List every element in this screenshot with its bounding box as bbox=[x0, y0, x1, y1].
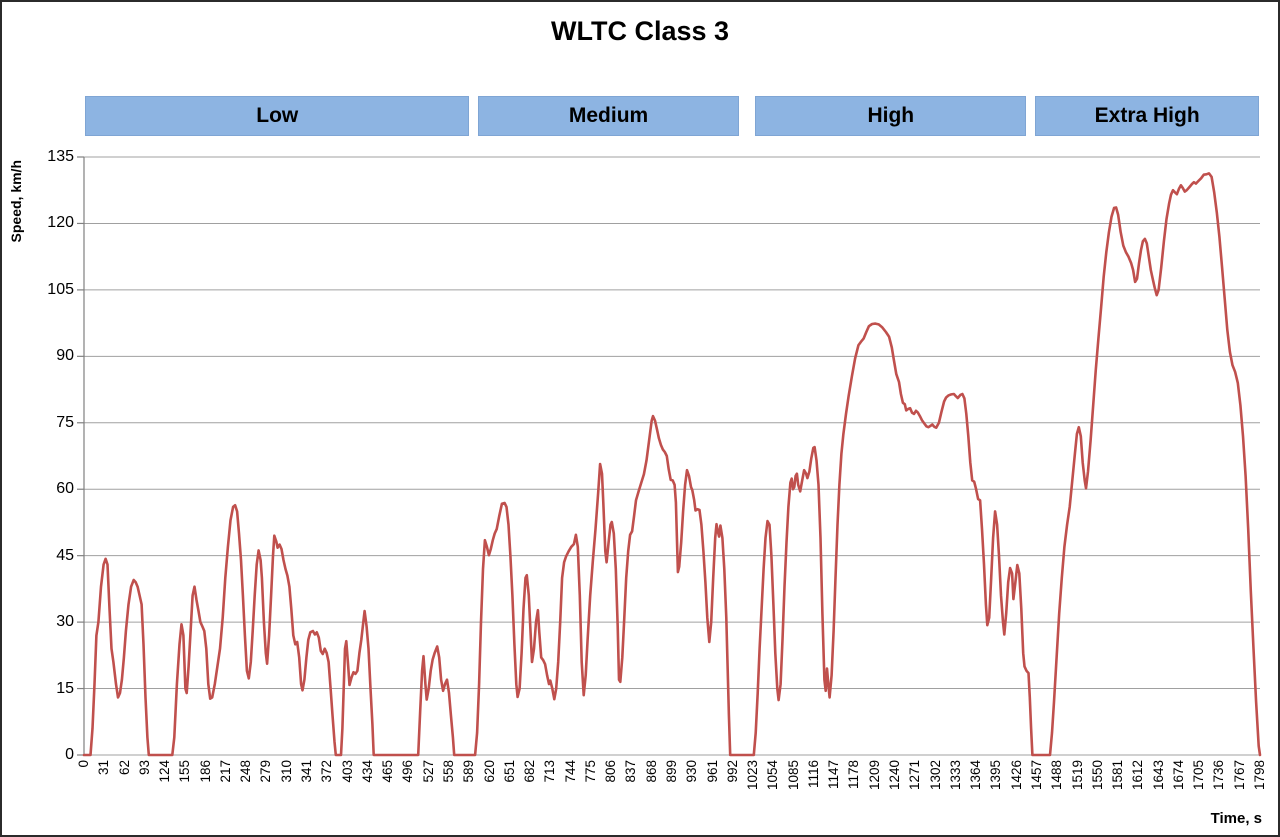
x-tick-label: 527 bbox=[420, 760, 436, 783]
phase-band-low-label: Low bbox=[256, 104, 299, 127]
x-tick-label: 1736 bbox=[1211, 760, 1227, 791]
y-tick-label: 120 bbox=[47, 214, 74, 232]
x-tick-label: 651 bbox=[501, 760, 517, 783]
x-tick-label: 124 bbox=[157, 760, 173, 783]
x-tick-label: 744 bbox=[562, 760, 578, 783]
x-tick-label: 1581 bbox=[1110, 760, 1126, 791]
x-tick-label: 155 bbox=[177, 760, 193, 783]
phase-band-low: Low bbox=[85, 96, 470, 136]
x-tick-label: 837 bbox=[623, 760, 639, 783]
phase-band-medium: Medium bbox=[477, 96, 740, 136]
x-tick-label: 1085 bbox=[785, 760, 801, 791]
x-tick-label: 868 bbox=[643, 760, 659, 783]
x-tick-label: 992 bbox=[724, 760, 740, 783]
x-tick-label: 1302 bbox=[927, 760, 943, 791]
x-tick-label: 1023 bbox=[745, 760, 761, 791]
y-tick-label: 15 bbox=[56, 679, 74, 697]
x-tick-label: 186 bbox=[197, 760, 213, 783]
phase-band-high-label: High bbox=[867, 104, 915, 127]
phase-band-medium-label: Medium bbox=[568, 104, 649, 127]
x-tick-label: 93 bbox=[136, 760, 152, 776]
x-axis-tick-labels: 0 31 62 93 124 155 186 217 248 279 310 341 372 403 434… bbox=[76, 757, 1267, 817]
y-tick-label: 90 bbox=[56, 347, 74, 365]
x-tick-label: 1550 bbox=[1089, 760, 1105, 791]
x-tick-label: 1116 bbox=[805, 760, 821, 789]
x-tick-label: 1209 bbox=[866, 760, 882, 791]
y-axis-tick-labels: 0 15 30 45 60 75 90 105 120 135 bbox=[2, 148, 76, 763]
x-tick-label: 1054 bbox=[765, 760, 781, 791]
y-tick-label: 60 bbox=[56, 480, 74, 498]
x-tick-label: 403 bbox=[339, 760, 355, 783]
x-tick-label: 1147 bbox=[826, 760, 842, 790]
x-tick-label: 1426 bbox=[1008, 760, 1024, 791]
x-tick-label: 310 bbox=[278, 760, 294, 783]
y-tick-label: 105 bbox=[47, 280, 74, 298]
x-tick-label: 31 bbox=[96, 760, 112, 776]
x-tick-label: 1705 bbox=[1191, 760, 1207, 791]
y-tick-label: 75 bbox=[56, 413, 74, 431]
chart-title: WLTC Class 3 bbox=[550, 16, 730, 46]
x-tick-label: 1271 bbox=[907, 760, 923, 791]
x-tick-label: 1767 bbox=[1231, 760, 1247, 791]
x-tick-label: 341 bbox=[299, 760, 315, 783]
speed-trace bbox=[82, 172, 1262, 757]
x-tick-label: 682 bbox=[522, 760, 538, 783]
x-tick-label: 1178 bbox=[846, 760, 862, 790]
x-tick-label: 620 bbox=[481, 760, 497, 783]
x-tick-label: 279 bbox=[258, 760, 274, 783]
x-tick-label: 434 bbox=[359, 760, 375, 783]
x-axis-title: Time, s bbox=[1210, 810, 1262, 827]
x-tick-label: 0 bbox=[76, 760, 91, 768]
plot-area bbox=[77, 156, 1262, 757]
phase-band-high: High bbox=[755, 96, 1027, 136]
x-tick-label: 961 bbox=[704, 760, 720, 783]
x-tick-label: 589 bbox=[461, 760, 477, 783]
x-tick-label: 248 bbox=[238, 760, 254, 783]
x-tick-label: 1457 bbox=[1028, 760, 1044, 791]
x-tick-label: 465 bbox=[380, 760, 396, 783]
y-tick-label: 45 bbox=[56, 546, 74, 564]
x-tick-label: 372 bbox=[319, 760, 335, 783]
x-tick-label: 1240 bbox=[887, 760, 903, 791]
x-tick-label: 558 bbox=[440, 760, 456, 783]
x-tick-label: 1674 bbox=[1170, 760, 1186, 791]
y-tick-label: 30 bbox=[56, 613, 74, 631]
phase-band-extra-high-label: Extra High bbox=[1094, 104, 1200, 127]
x-tick-label: 775 bbox=[582, 760, 598, 783]
x-tick-label: 1395 bbox=[988, 760, 1004, 791]
x-tick-label: 1612 bbox=[1130, 760, 1146, 791]
phase-band-extra-high: Extra High bbox=[1035, 96, 1260, 136]
x-tick-label: 1364 bbox=[968, 760, 984, 791]
y-tick-label: 135 bbox=[47, 148, 74, 165]
x-tick-label: 1519 bbox=[1069, 760, 1085, 791]
x-tick-label: 713 bbox=[542, 760, 558, 783]
x-tick-label: 62 bbox=[116, 760, 132, 776]
x-tick-label: 217 bbox=[217, 760, 233, 783]
x-tick-label: 1643 bbox=[1150, 760, 1166, 791]
x-tick-label: 1333 bbox=[947, 760, 963, 791]
y-tick-label: 0 bbox=[65, 746, 74, 763]
x-tick-label: 1798 bbox=[1252, 760, 1267, 791]
x-tick-label: 1488 bbox=[1049, 760, 1065, 791]
x-tick-label: 496 bbox=[400, 760, 416, 783]
x-tick-label: 806 bbox=[603, 760, 619, 783]
x-tick-label: 899 bbox=[664, 760, 679, 783]
x-tick-label: 930 bbox=[684, 760, 700, 783]
